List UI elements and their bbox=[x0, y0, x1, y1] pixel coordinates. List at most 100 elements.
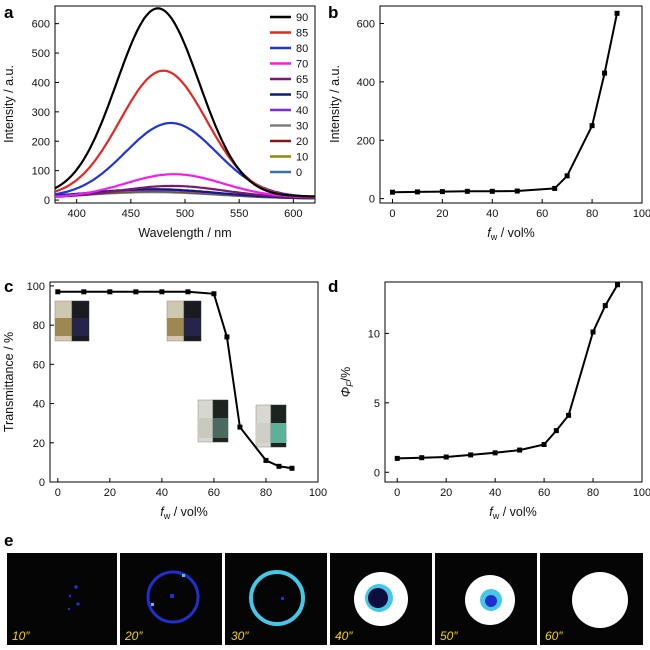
vial-photo-80-percent bbox=[197, 399, 229, 443]
x-tick-label: 40 bbox=[156, 487, 168, 499]
fw-symbol: f bbox=[489, 505, 494, 519]
panel-a-series bbox=[55, 7, 315, 200]
x-tick-label: 100 bbox=[309, 487, 327, 499]
panel-b-chart: 0 20 40 60 80 100 0 200 400 600 fw / vol% Intensi… bbox=[328, 5, 650, 242]
frame-time-label: 30″ bbox=[231, 629, 249, 643]
data-point bbox=[615, 282, 621, 288]
data-point bbox=[289, 465, 295, 471]
x-tick-label: 80 bbox=[587, 487, 599, 499]
frame-time-label: 20″ bbox=[124, 629, 143, 643]
phi-symbol: Φ bbox=[339, 387, 353, 397]
data-point bbox=[419, 455, 425, 461]
data-point bbox=[107, 289, 113, 295]
panel-e-frames: 10″ 20″ 30″ 40″ 50″ bbox=[7, 553, 643, 645]
fw-unit: / vol% bbox=[499, 505, 537, 519]
x-tick-label: 80 bbox=[260, 487, 272, 499]
panel-d-series bbox=[394, 282, 621, 461]
data-point bbox=[55, 289, 61, 295]
data-point bbox=[414, 189, 420, 195]
panel-c-chart: 0 20 40 60 80 100 0 20 40 60 80 100 fw / vol% Trans… bbox=[2, 281, 327, 521]
fw-subscript: w bbox=[492, 511, 500, 521]
y-tick-label: 200 bbox=[32, 136, 50, 148]
data-point bbox=[614, 10, 620, 16]
y-tick-label: 600 bbox=[357, 19, 375, 31]
panel-d-x-label: fw / vol% bbox=[489, 505, 537, 521]
panel-c-series bbox=[55, 289, 295, 471]
panel-a-ticks: 400 450 500 550 600 0 100 200 300 400 500 600 bbox=[32, 19, 303, 220]
legend-entry: 50 bbox=[296, 90, 308, 102]
frame-time-label: 50″ bbox=[440, 629, 458, 643]
legend-entry: 85 bbox=[296, 28, 308, 40]
frame-time-label: 60″ bbox=[545, 629, 563, 643]
data-point bbox=[159, 289, 165, 295]
fw-symbol: f bbox=[160, 505, 165, 519]
vial-photo-50-percent bbox=[166, 300, 202, 342]
panel-label-a: a bbox=[4, 3, 14, 22]
spectrum-line-85 bbox=[55, 69, 315, 198]
data-point bbox=[464, 188, 470, 194]
x-tick-label: 20 bbox=[440, 487, 452, 499]
x-tick-label: 100 bbox=[633, 208, 650, 220]
vial-photo-90-percent bbox=[255, 404, 287, 448]
data-point bbox=[237, 424, 243, 430]
vial-photo-0-percent bbox=[54, 300, 90, 342]
legend-entry: 90 bbox=[296, 12, 308, 24]
x-tick-label: 60 bbox=[536, 208, 548, 220]
legend-entry: 10 bbox=[296, 152, 308, 164]
phi-subscript: F bbox=[345, 381, 355, 387]
x-tick-label: 40 bbox=[489, 487, 501, 499]
panel-d-y-label: ΦF/% bbox=[339, 367, 355, 398]
panel-c-x-label: fw / vol% bbox=[160, 505, 208, 521]
data-point bbox=[224, 334, 230, 340]
data-point bbox=[602, 70, 608, 76]
panel-label-d: d bbox=[328, 277, 338, 296]
spectrum-line-90 bbox=[55, 7, 315, 198]
panel-d-ticks: 0 20 40 60 80 100 0 5 10 bbox=[368, 328, 650, 499]
frame-time-label: 10″ bbox=[12, 629, 30, 643]
fw-symbol: f bbox=[487, 226, 492, 240]
x-tick-label: 0 bbox=[389, 208, 395, 220]
data-point bbox=[468, 452, 474, 458]
legend-entry: 65 bbox=[296, 74, 308, 86]
y-tick-label: 100 bbox=[27, 281, 45, 293]
series-line bbox=[392, 13, 618, 194]
y-tick-label: 0 bbox=[39, 477, 45, 489]
data-point bbox=[389, 189, 395, 195]
y-tick-label: 80 bbox=[33, 320, 45, 332]
data-point bbox=[564, 173, 570, 179]
y-tick-label: 100 bbox=[32, 166, 50, 178]
data-point bbox=[517, 447, 523, 453]
y-tick-label: 5 bbox=[374, 398, 380, 410]
legend-entry: 80 bbox=[296, 43, 308, 55]
fw-subscript: w bbox=[163, 511, 171, 521]
legend-entry: 0 bbox=[296, 167, 302, 179]
legend-entry: 40 bbox=[296, 105, 308, 117]
x-tick-label: 400 bbox=[67, 208, 85, 220]
y-tick-label: 0 bbox=[369, 194, 375, 206]
frame-50s: 50″ bbox=[435, 553, 537, 645]
frame-time-label: 40″ bbox=[335, 629, 353, 643]
y-tick-label: 500 bbox=[32, 48, 50, 60]
frame-30s: 30″ bbox=[225, 553, 327, 645]
legend-entry: 30 bbox=[296, 121, 308, 133]
panel-c-frame bbox=[49, 281, 319, 483]
spectrum-line-65 bbox=[55, 184, 315, 199]
fw-subscript: w bbox=[490, 232, 498, 242]
panel-d-frame bbox=[384, 281, 643, 483]
x-tick-label: 0 bbox=[394, 487, 400, 499]
panel-a-legend: 90 85 80 70 65 50 40 30 20 10 0 bbox=[270, 12, 308, 179]
phi-unit: /% bbox=[339, 367, 353, 382]
fw-unit: / vol% bbox=[497, 226, 535, 240]
spectrum-line-70 bbox=[55, 173, 315, 199]
panel-d-chart: 0 20 40 60 80 100 0 5 10 fw / vol% ΦF/% bbox=[339, 281, 650, 521]
data-point bbox=[492, 450, 498, 456]
x-tick-label: 500 bbox=[176, 208, 194, 220]
x-tick-label: 40 bbox=[486, 208, 498, 220]
y-tick-label: 400 bbox=[32, 77, 50, 89]
y-tick-label: 300 bbox=[32, 107, 50, 119]
series-line bbox=[397, 284, 619, 460]
x-tick-label: 100 bbox=[633, 487, 650, 499]
data-point bbox=[133, 289, 139, 295]
data-point bbox=[489, 188, 495, 194]
